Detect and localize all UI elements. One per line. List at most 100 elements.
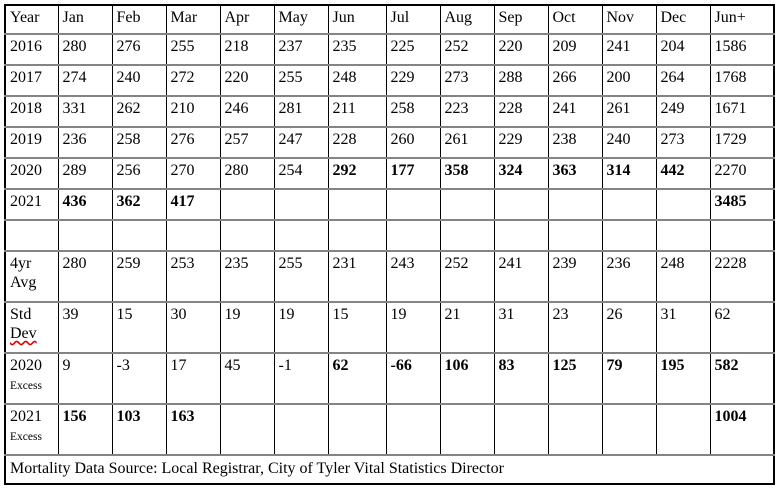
data-cell: 211 <box>327 95 387 128</box>
data-cell <box>219 188 275 221</box>
data-cell: 417 <box>165 188 221 221</box>
data-cell: 236 <box>601 250 657 303</box>
data-cell: 225 <box>385 33 441 66</box>
data-cell: 324 <box>493 157 549 190</box>
data-cell: 15 <box>111 301 167 354</box>
row-label-line1: 2021 <box>10 193 42 210</box>
table-body: 2016 280 276 255 218 237 235 225 252 220 209 241 204… <box>4 33 775 456</box>
data-cell: 2228 <box>709 250 775 303</box>
data-cell: 363 <box>547 157 603 190</box>
data-cell: 247 <box>273 126 329 159</box>
row-label-line1: 2021 <box>10 408 42 425</box>
data-cell: 235 <box>327 33 387 66</box>
data-cell: 241 <box>493 250 549 303</box>
data-cell: 273 <box>655 126 711 159</box>
empty-cell <box>57 219 113 252</box>
empty-cell <box>4 219 59 252</box>
data-cell: 45 <box>219 352 275 405</box>
data-cell: 240 <box>601 126 657 159</box>
column-header-dec: Dec <box>655 4 711 35</box>
row-label-line1: 2020 <box>10 162 42 179</box>
column-header-junplus: Jun+ <box>709 4 775 35</box>
row-label: 2019 <box>4 126 59 159</box>
data-cell: 280 <box>219 157 275 190</box>
data-cell: 31 <box>655 301 711 354</box>
data-cell: 276 <box>165 126 221 159</box>
column-header-jul: Jul <box>385 4 441 35</box>
row-2016: 2016 280 276 255 218 237 235 225 252 220 209 241 204… <box>4 33 775 66</box>
row-2018: 2018 331 262 210 246 281 211 258 223 228 241 261 249… <box>4 95 775 128</box>
data-cell: 238 <box>547 126 603 159</box>
data-cell <box>385 188 441 221</box>
column-header-oct: Oct <box>547 4 603 35</box>
data-cell: 23 <box>547 301 603 354</box>
data-cell: 231 <box>327 250 387 303</box>
data-cell: 218 <box>219 33 275 66</box>
empty-cell <box>385 219 441 252</box>
data-cell: 260 <box>385 126 441 159</box>
row-label: 2018 <box>4 95 59 128</box>
data-cell: 235 <box>219 250 275 303</box>
data-cell: 246 <box>219 95 275 128</box>
empty-cell <box>273 219 329 252</box>
data-cell: 261 <box>439 126 495 159</box>
data-cell: 103 <box>111 403 167 456</box>
data-cell: 204 <box>655 33 711 66</box>
data-cell: 259 <box>111 250 167 303</box>
data-cell: 272 <box>165 64 221 97</box>
row-label-line1: 2016 <box>10 38 42 55</box>
row-label: 2020 Excess <box>4 352 59 405</box>
data-cell: 289 <box>57 157 113 190</box>
empty-cell <box>655 219 711 252</box>
data-cell: 1671 <box>709 95 775 128</box>
column-header-may: May <box>273 4 329 35</box>
data-cell: 15 <box>327 301 387 354</box>
data-cell: 156 <box>57 403 113 456</box>
data-cell: 239 <box>547 250 603 303</box>
mortality-table: Year Jan Feb Mar Apr May Jun Jul Aug Sep Oct Nov Dec… <box>4 4 775 485</box>
data-cell: 39 <box>57 301 113 354</box>
column-header-sep: Sep <box>493 4 549 35</box>
data-cell: 177 <box>385 157 441 190</box>
data-cell <box>439 403 495 456</box>
row-label-line1: 2020 <box>10 357 42 374</box>
data-cell: 255 <box>273 250 329 303</box>
data-cell <box>601 188 657 221</box>
data-cell: 1729 <box>709 126 775 159</box>
data-cell: 436 <box>57 188 113 221</box>
data-cell: 9 <box>57 352 113 405</box>
column-header-year: Year <box>4 4 59 35</box>
data-cell <box>439 188 495 221</box>
data-cell: 223 <box>439 95 495 128</box>
empty-cell <box>709 219 775 252</box>
data-cell: 19 <box>219 301 275 354</box>
data-cell: 266 <box>547 64 603 97</box>
data-cell: 241 <box>601 33 657 66</box>
footer-row: Mortality Data Source: Local Registrar, … <box>4 454 775 485</box>
data-cell: 220 <box>219 64 275 97</box>
row-label-line2: Dev <box>10 325 37 342</box>
data-cell: 261 <box>601 95 657 128</box>
data-cell: 31 <box>493 301 549 354</box>
data-cell: 62 <box>709 301 775 354</box>
data-cell: 253 <box>165 250 221 303</box>
data-cell: 243 <box>385 250 441 303</box>
empty-cell <box>439 219 495 252</box>
row-label: 4yr Avg <box>4 250 59 303</box>
data-cell: -66 <box>385 352 441 405</box>
source-note: Mortality Data Source: Local Registrar, … <box>4 454 775 485</box>
data-cell: 241 <box>547 95 603 128</box>
data-cell: 248 <box>327 64 387 97</box>
data-cell: 195 <box>655 352 711 405</box>
data-cell: 292 <box>327 157 387 190</box>
data-cell: 281 <box>273 95 329 128</box>
data-cell: -3 <box>111 352 167 405</box>
data-cell: 2270 <box>709 157 775 190</box>
data-cell: 288 <box>493 64 549 97</box>
data-cell <box>547 403 603 456</box>
data-cell: 264 <box>655 64 711 97</box>
data-cell: 240 <box>111 64 167 97</box>
empty-cell <box>547 219 603 252</box>
data-cell <box>547 188 603 221</box>
